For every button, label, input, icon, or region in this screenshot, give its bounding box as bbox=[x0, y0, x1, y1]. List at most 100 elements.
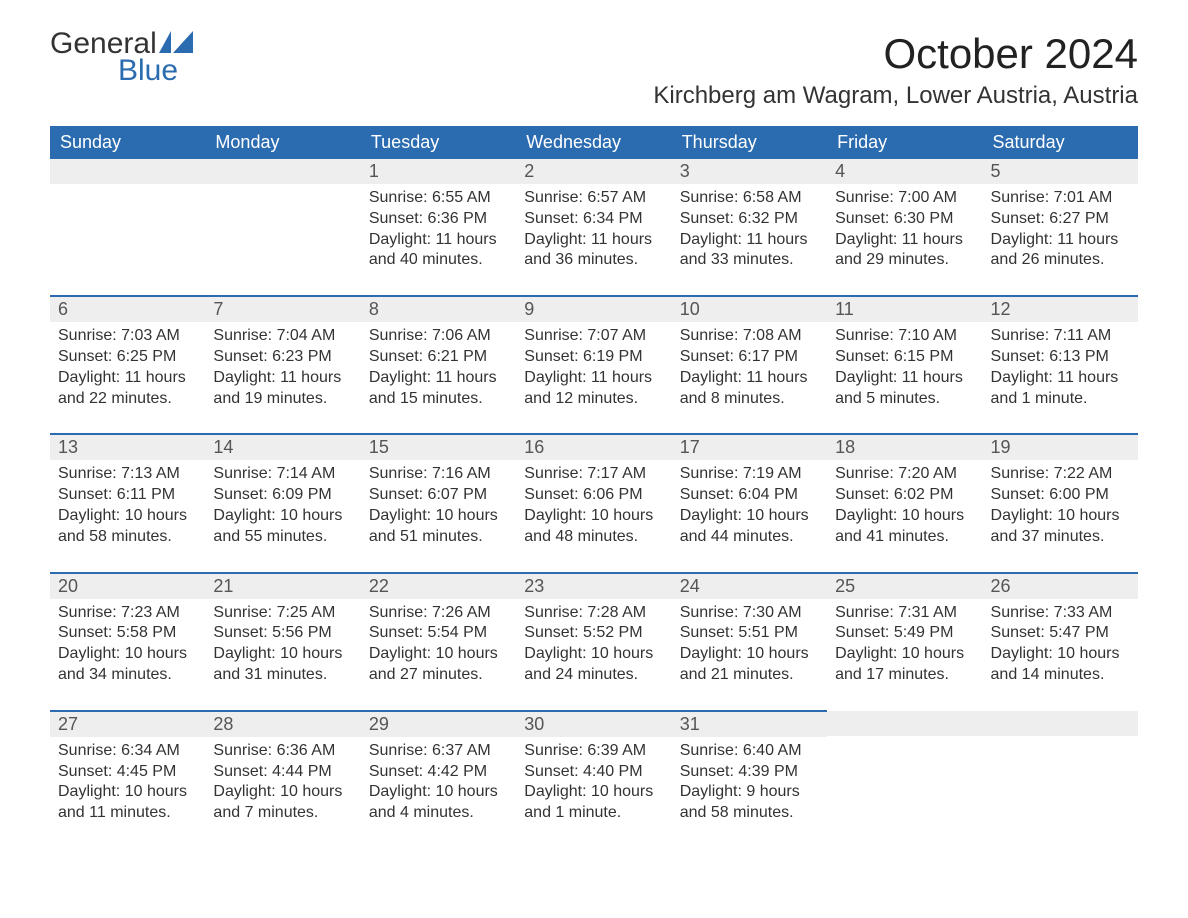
calendar-cell: 7Sunrise: 7:04 AMSunset: 6:23 PMDaylight… bbox=[205, 296, 360, 434]
sunset-line: Sunset: 6:36 PM bbox=[369, 209, 508, 230]
sunrise-line: Sunrise: 7:20 AM bbox=[835, 464, 974, 485]
daylight-line: Daylight: 11 hours and 40 minutes. bbox=[369, 230, 508, 272]
sunset-line: Sunset: 6:34 PM bbox=[524, 209, 663, 230]
calendar-cell: 10Sunrise: 7:08 AMSunset: 6:17 PMDayligh… bbox=[672, 296, 827, 434]
sunrise-line: Sunrise: 7:11 AM bbox=[991, 326, 1130, 347]
sunrise-line: Sunrise: 7:14 AM bbox=[213, 464, 352, 485]
sunrise-line: Sunrise: 7:17 AM bbox=[524, 464, 663, 485]
day-number: 12 bbox=[983, 297, 1138, 322]
day-number: 29 bbox=[361, 712, 516, 737]
daylight-line: Daylight: 10 hours and 1 minute. bbox=[524, 782, 663, 824]
day-body: Sunrise: 7:04 AMSunset: 6:23 PMDaylight:… bbox=[205, 322, 360, 433]
dayname: Friday bbox=[827, 126, 982, 159]
daylight-line: Daylight: 10 hours and 21 minutes. bbox=[680, 644, 819, 686]
sunset-line: Sunset: 6:06 PM bbox=[524, 485, 663, 506]
sunrise-line: Sunrise: 6:58 AM bbox=[680, 188, 819, 209]
calendar-cell: 20Sunrise: 7:23 AMSunset: 5:58 PMDayligh… bbox=[50, 573, 205, 711]
daylight-line: Daylight: 11 hours and 5 minutes. bbox=[835, 368, 974, 410]
day-body: Sunrise: 7:28 AMSunset: 5:52 PMDaylight:… bbox=[516, 599, 671, 710]
sunset-line: Sunset: 4:42 PM bbox=[369, 762, 508, 783]
calendar-cell: 21Sunrise: 7:25 AMSunset: 5:56 PMDayligh… bbox=[205, 573, 360, 711]
day-number: 27 bbox=[50, 712, 205, 737]
daylight-line: Daylight: 10 hours and 37 minutes. bbox=[991, 506, 1130, 548]
day-number: 19 bbox=[983, 435, 1138, 460]
daylight-line: Daylight: 11 hours and 19 minutes. bbox=[213, 368, 352, 410]
sunrise-line: Sunrise: 7:10 AM bbox=[835, 326, 974, 347]
calendar-week: 1Sunrise: 6:55 AMSunset: 6:36 PMDaylight… bbox=[50, 159, 1138, 296]
sunrise-line: Sunrise: 7:23 AM bbox=[58, 603, 197, 624]
dayname: Tuesday bbox=[361, 126, 516, 159]
day-number: 2 bbox=[516, 159, 671, 184]
sunset-line: Sunset: 6:04 PM bbox=[680, 485, 819, 506]
day-number: 5 bbox=[983, 159, 1138, 184]
calendar-cell: 15Sunrise: 7:16 AMSunset: 6:07 PMDayligh… bbox=[361, 434, 516, 572]
calendar-cell: 5Sunrise: 7:01 AMSunset: 6:27 PMDaylight… bbox=[983, 159, 1138, 296]
day-number bbox=[827, 711, 982, 736]
day-number: 20 bbox=[50, 574, 205, 599]
sunrise-line: Sunrise: 6:37 AM bbox=[369, 741, 508, 762]
sunset-line: Sunset: 6:00 PM bbox=[991, 485, 1130, 506]
day-body: Sunrise: 7:25 AMSunset: 5:56 PMDaylight:… bbox=[205, 599, 360, 710]
calendar-cell: 26Sunrise: 7:33 AMSunset: 5:47 PMDayligh… bbox=[983, 573, 1138, 711]
day-body: Sunrise: 6:39 AMSunset: 4:40 PMDaylight:… bbox=[516, 737, 671, 848]
calendar-week: 13Sunrise: 7:13 AMSunset: 6:11 PMDayligh… bbox=[50, 434, 1138, 572]
calendar-cell: 16Sunrise: 7:17 AMSunset: 6:06 PMDayligh… bbox=[516, 434, 671, 572]
sunrise-line: Sunrise: 7:19 AM bbox=[680, 464, 819, 485]
calendar-week: 20Sunrise: 7:23 AMSunset: 5:58 PMDayligh… bbox=[50, 573, 1138, 711]
calendar-cell: 28Sunrise: 6:36 AMSunset: 4:44 PMDayligh… bbox=[205, 711, 360, 848]
day-number: 7 bbox=[205, 297, 360, 322]
sunset-line: Sunset: 6:02 PM bbox=[835, 485, 974, 506]
calendar-cell: 8Sunrise: 7:06 AMSunset: 6:21 PMDaylight… bbox=[361, 296, 516, 434]
calendar-cell: 1Sunrise: 6:55 AMSunset: 6:36 PMDaylight… bbox=[361, 159, 516, 296]
day-body bbox=[205, 184, 360, 284]
calendar-cell bbox=[827, 711, 982, 848]
dayname: Monday bbox=[205, 126, 360, 159]
dayname: Saturday bbox=[983, 126, 1138, 159]
sunrise-line: Sunrise: 7:00 AM bbox=[835, 188, 974, 209]
calendar-cell: 4Sunrise: 7:00 AMSunset: 6:30 PMDaylight… bbox=[827, 159, 982, 296]
dayname: Sunday bbox=[50, 126, 205, 159]
sunset-line: Sunset: 6:09 PM bbox=[213, 485, 352, 506]
day-number: 13 bbox=[50, 435, 205, 460]
sunrise-line: Sunrise: 7:04 AM bbox=[213, 326, 352, 347]
day-number: 21 bbox=[205, 574, 360, 599]
daylight-line: Daylight: 10 hours and 48 minutes. bbox=[524, 506, 663, 548]
calendar-cell: 31Sunrise: 6:40 AMSunset: 4:39 PMDayligh… bbox=[672, 711, 827, 848]
daylight-line: Daylight: 10 hours and 41 minutes. bbox=[835, 506, 974, 548]
sunset-line: Sunset: 6:15 PM bbox=[835, 347, 974, 368]
calendar-cell: 13Sunrise: 7:13 AMSunset: 6:11 PMDayligh… bbox=[50, 434, 205, 572]
day-number: 18 bbox=[827, 435, 982, 460]
dayname: Wednesday bbox=[516, 126, 671, 159]
day-body: Sunrise: 7:22 AMSunset: 6:00 PMDaylight:… bbox=[983, 460, 1138, 571]
day-body: Sunrise: 7:14 AMSunset: 6:09 PMDaylight:… bbox=[205, 460, 360, 571]
day-body: Sunrise: 7:11 AMSunset: 6:13 PMDaylight:… bbox=[983, 322, 1138, 433]
calendar-cell: 17Sunrise: 7:19 AMSunset: 6:04 PMDayligh… bbox=[672, 434, 827, 572]
calendar-cell: 27Sunrise: 6:34 AMSunset: 4:45 PMDayligh… bbox=[50, 711, 205, 848]
daylight-line: Daylight: 9 hours and 58 minutes. bbox=[680, 782, 819, 824]
daylight-line: Daylight: 10 hours and 51 minutes. bbox=[369, 506, 508, 548]
sunset-line: Sunset: 5:49 PM bbox=[835, 623, 974, 644]
day-body: Sunrise: 7:00 AMSunset: 6:30 PMDaylight:… bbox=[827, 184, 982, 295]
day-number: 3 bbox=[672, 159, 827, 184]
daylight-line: Daylight: 10 hours and 58 minutes. bbox=[58, 506, 197, 548]
daylight-line: Daylight: 11 hours and 36 minutes. bbox=[524, 230, 663, 272]
calendar-cell: 22Sunrise: 7:26 AMSunset: 5:54 PMDayligh… bbox=[361, 573, 516, 711]
header: General Blue October 2024 Kirchberg am W… bbox=[50, 30, 1138, 120]
sunset-line: Sunset: 5:47 PM bbox=[991, 623, 1130, 644]
brand-general: General bbox=[50, 30, 157, 57]
calendar-cell: 23Sunrise: 7:28 AMSunset: 5:52 PMDayligh… bbox=[516, 573, 671, 711]
sunset-line: Sunset: 6:27 PM bbox=[991, 209, 1130, 230]
dayname: Thursday bbox=[672, 126, 827, 159]
day-number: 4 bbox=[827, 159, 982, 184]
sunrise-line: Sunrise: 7:08 AM bbox=[680, 326, 819, 347]
sunset-line: Sunset: 6:21 PM bbox=[369, 347, 508, 368]
brand-blue: Blue bbox=[50, 57, 193, 84]
day-body: Sunrise: 7:19 AMSunset: 6:04 PMDaylight:… bbox=[672, 460, 827, 571]
sunrise-line: Sunrise: 7:28 AM bbox=[524, 603, 663, 624]
sunset-line: Sunset: 6:32 PM bbox=[680, 209, 819, 230]
sunrise-line: Sunrise: 6:57 AM bbox=[524, 188, 663, 209]
day-number: 8 bbox=[361, 297, 516, 322]
page-subtitle: Kirchberg am Wagram, Lower Austria, Aust… bbox=[653, 82, 1138, 110]
day-number: 31 bbox=[672, 712, 827, 737]
calendar-cell: 30Sunrise: 6:39 AMSunset: 4:40 PMDayligh… bbox=[516, 711, 671, 848]
